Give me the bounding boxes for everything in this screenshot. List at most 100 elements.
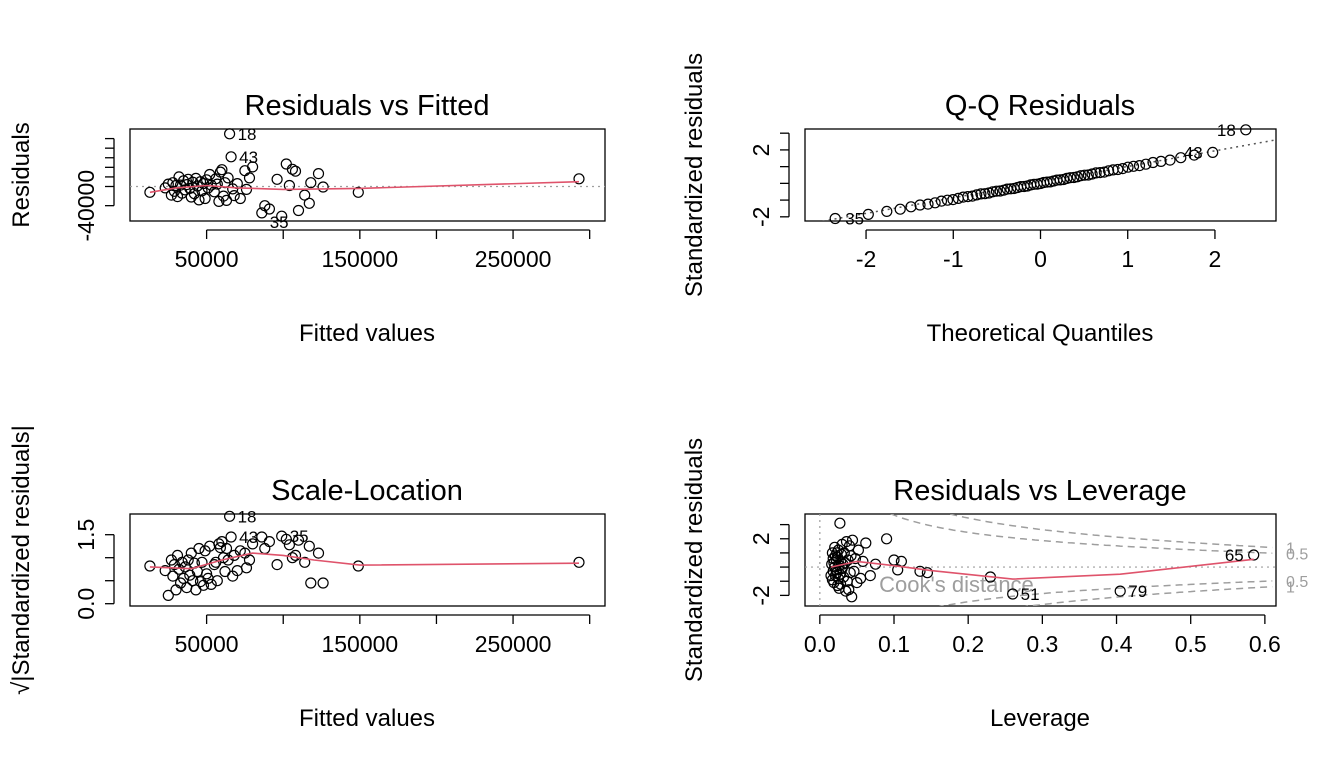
data-point <box>317 181 329 193</box>
data-point <box>271 558 283 571</box>
data-point <box>1117 163 1129 175</box>
data-point <box>573 173 585 185</box>
cooks-level-label-lower: 0.5 <box>1286 574 1308 591</box>
y-axis-label: √|Standardized residuals| <box>8 425 35 695</box>
data-point <box>276 210 288 222</box>
data-point <box>1188 149 1200 161</box>
x-tick-label: 150000 <box>321 246 398 272</box>
data-point <box>179 184 191 196</box>
data-point <box>283 179 295 192</box>
y-tick-label: 2 <box>748 532 774 545</box>
data-point <box>317 577 329 589</box>
data-point <box>247 161 259 173</box>
data-point <box>303 197 315 209</box>
data-point <box>1098 166 1110 178</box>
point-label: 43 <box>1184 143 1203 162</box>
data-point <box>966 190 979 202</box>
data-point <box>211 178 223 190</box>
x-tick-label: 0 <box>1034 246 1047 272</box>
data-point <box>205 578 217 591</box>
data-point <box>1155 155 1167 167</box>
cooks-level-label: 0.5 <box>1286 546 1308 563</box>
data-point <box>851 576 863 589</box>
point-label: 35 <box>290 527 309 546</box>
point-label: 18 <box>238 507 257 526</box>
data-point <box>1164 154 1176 166</box>
data-point <box>852 544 865 556</box>
data-point <box>202 182 214 194</box>
data-point <box>828 557 840 569</box>
data-point <box>880 533 893 545</box>
data-point <box>352 186 364 198</box>
x-tick-label: 150000 <box>321 631 398 657</box>
x-tick-label: 0.5 <box>1175 631 1207 657</box>
data-point <box>829 541 841 553</box>
data-point <box>1140 158 1152 170</box>
data-point <box>144 560 156 572</box>
smoother-line <box>149 552 580 570</box>
data-point <box>312 168 325 180</box>
data-point <box>263 535 275 548</box>
data-point <box>1240 124 1252 136</box>
x-tick-label: 50000 <box>175 246 239 272</box>
x-axis-label: Theoretical Quantiles <box>927 320 1154 347</box>
qq-reference-line <box>819 139 1276 221</box>
data-point <box>979 188 991 200</box>
data-point <box>1075 170 1087 182</box>
x-tick-label: 0.2 <box>952 631 984 657</box>
data-point <box>292 534 305 546</box>
data-point <box>303 540 315 552</box>
data-point <box>289 549 302 562</box>
data-point <box>247 538 259 550</box>
data-point <box>224 128 236 140</box>
data-point <box>193 542 205 555</box>
data-point <box>168 185 180 197</box>
data-point <box>214 166 226 178</box>
x-tick-label: 0.3 <box>1026 631 1058 657</box>
data-point <box>1207 146 1219 158</box>
data-point <box>299 556 311 568</box>
data-point <box>975 188 987 200</box>
data-point <box>352 560 364 572</box>
data-point <box>1007 588 1019 600</box>
cooks-level-label: 1 <box>1286 541 1295 558</box>
data-point <box>159 564 171 577</box>
cooks-distance-legend: Cook's distance <box>879 572 1034 597</box>
data-point <box>271 173 283 185</box>
data-point <box>1127 160 1140 172</box>
point-label: 65 <box>1225 546 1244 565</box>
data-point <box>1114 585 1126 597</box>
data-point <box>894 203 906 215</box>
data-point <box>1064 172 1076 184</box>
data-point <box>165 189 177 201</box>
y-tick-label: 1.5 <box>73 519 99 551</box>
data-point <box>181 179 193 191</box>
x-tick-label: 0.0 <box>804 631 836 657</box>
data-point <box>214 541 226 554</box>
plot-frame <box>804 513 1277 607</box>
data-point <box>225 151 237 163</box>
data-point <box>225 531 237 543</box>
x-tick-label: 0.6 <box>1249 631 1281 657</box>
data-point <box>263 203 275 215</box>
y-tick-label: -2 <box>748 207 774 227</box>
point-label: 51 <box>1021 585 1040 604</box>
data-point <box>1112 163 1124 176</box>
data-point <box>196 556 208 568</box>
data-point <box>922 198 934 210</box>
data-point <box>239 165 251 177</box>
data-point <box>862 208 874 220</box>
data-point <box>929 197 941 209</box>
data-point <box>971 189 983 201</box>
data-point <box>305 577 317 589</box>
data-point <box>1094 167 1106 179</box>
y-tick-label: 0.0 <box>73 588 99 620</box>
chart-title: Q-Q Residuals <box>945 90 1135 122</box>
data-point <box>846 534 859 546</box>
data-point <box>170 584 182 596</box>
x-tick-label: 1 <box>1121 246 1134 272</box>
data-point <box>1090 167 1102 179</box>
data-point <box>987 186 999 198</box>
data-point <box>224 510 236 522</box>
